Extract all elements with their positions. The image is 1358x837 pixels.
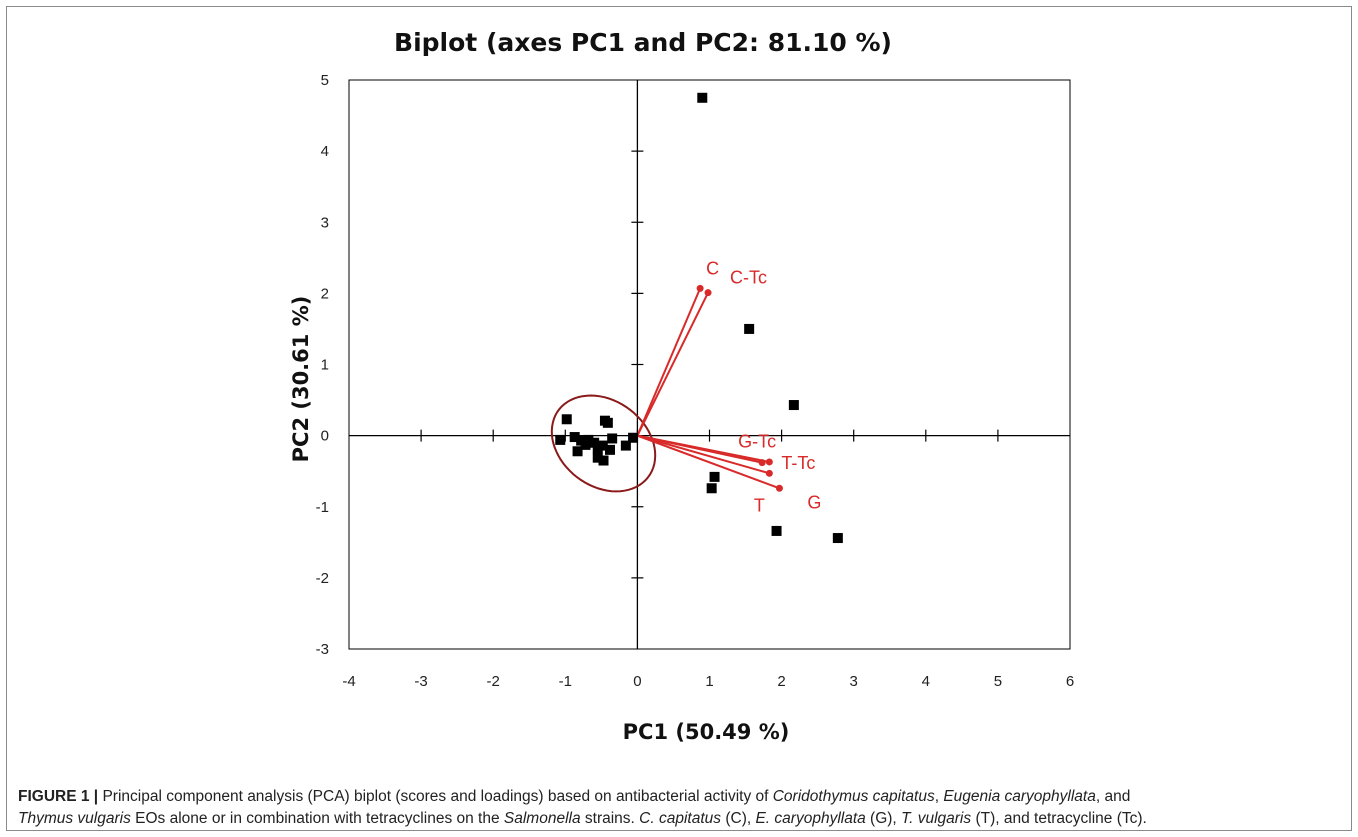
score-point bbox=[592, 452, 603, 463]
caption-text: , bbox=[934, 788, 944, 805]
x-tick-label: 0 bbox=[633, 673, 641, 690]
y-tick-label: 4 bbox=[321, 143, 329, 160]
score-point bbox=[628, 432, 639, 443]
plot-area-border bbox=[348, 79, 1071, 650]
scores-layer bbox=[555, 92, 843, 544]
y-tick-label: 2 bbox=[321, 285, 329, 302]
score-point bbox=[605, 444, 616, 455]
score-point bbox=[602, 417, 613, 428]
loading-vector bbox=[637, 434, 770, 475]
axes-layer: -4 -3 -2 -1 0 1 2 3 4 5 6 -3 -2 -1 0 1 2 3 4 5 bbox=[316, 72, 1075, 690]
score-point bbox=[598, 455, 609, 466]
score-point bbox=[832, 533, 843, 544]
y-tick-label: -3 bbox=[316, 641, 329, 658]
score-point bbox=[561, 414, 572, 425]
y-tick-label: 5 bbox=[321, 72, 329, 89]
confidence-ellipse bbox=[550, 394, 657, 493]
ellipse-layer bbox=[550, 394, 657, 493]
caption-abbr: T. vulgaris bbox=[901, 810, 972, 827]
loading-vector bbox=[637, 434, 780, 490]
score-point bbox=[620, 440, 631, 451]
caption-text: Principal component analysis (PCA) biplo… bbox=[98, 788, 773, 805]
score-point bbox=[706, 483, 717, 494]
loading-vector bbox=[637, 434, 770, 463]
x-tick-label: 4 bbox=[922, 673, 930, 690]
figure-frame bbox=[6, 6, 1352, 831]
score-point bbox=[572, 446, 583, 457]
loadings-layer: C C-Tc G-TcT-Tc T G bbox=[636, 258, 821, 515]
caption-text: (G), bbox=[865, 810, 902, 827]
loading-endpoint bbox=[704, 289, 712, 297]
caption-genus: Salmonella bbox=[503, 810, 581, 827]
y-tick-label: -2 bbox=[316, 570, 329, 587]
loading-label: C-Tc bbox=[730, 268, 767, 288]
x-tick-label: 6 bbox=[1066, 673, 1074, 690]
y-tick-label: 1 bbox=[321, 357, 329, 374]
loading-label: T-Tc bbox=[781, 453, 815, 473]
loading-label: G bbox=[807, 492, 821, 512]
x-tick-label: 2 bbox=[777, 673, 785, 690]
loading-endpoint bbox=[765, 458, 773, 466]
caption-species: Eugenia caryophyllata bbox=[943, 788, 1096, 805]
score-point bbox=[709, 471, 720, 482]
loading-endpoint bbox=[775, 484, 783, 492]
score-point bbox=[569, 432, 580, 443]
x-tick-label: -4 bbox=[342, 673, 355, 690]
score-point bbox=[771, 525, 782, 536]
loading-label: T bbox=[754, 495, 765, 515]
x-tick-label: -1 bbox=[559, 673, 572, 690]
loading-label: C bbox=[706, 258, 719, 278]
x-tick-label: -2 bbox=[487, 673, 500, 690]
score-point bbox=[589, 437, 600, 448]
caption-text: strains. bbox=[580, 810, 640, 827]
x-tick-label: 1 bbox=[705, 673, 713, 690]
score-point bbox=[555, 434, 566, 445]
caption-text: (C), bbox=[721, 810, 756, 827]
score-point bbox=[607, 433, 618, 444]
loading-endpoint bbox=[765, 469, 773, 477]
loading-vector bbox=[636, 292, 709, 437]
y-tick-label: 0 bbox=[321, 428, 329, 445]
caption-text: EOs alone or in combination with tetracy… bbox=[130, 810, 504, 827]
score-point bbox=[580, 439, 591, 450]
loading-endpoint bbox=[696, 284, 704, 292]
figure-caption: FIGURE 1 | Principal component analysis … bbox=[18, 786, 1348, 830]
score-point bbox=[788, 400, 799, 411]
y-axis-label: PC2 (30.61 %) bbox=[289, 295, 313, 463]
x-tick-label: 3 bbox=[850, 673, 858, 690]
caption-abbr: C. capitatus bbox=[639, 810, 722, 827]
caption-figure-label: FIGURE 1 | bbox=[18, 788, 99, 805]
caption-text: (T), and tetracycline (Tc). bbox=[971, 810, 1147, 827]
loading-vector bbox=[636, 288, 702, 437]
x-tick-label: -3 bbox=[414, 673, 427, 690]
caption-abbr: E. caryophyllata bbox=[755, 810, 866, 827]
score-point bbox=[697, 92, 708, 103]
x-tick-label: 5 bbox=[994, 673, 1002, 690]
caption-text: , and bbox=[1095, 788, 1131, 805]
caption-species: Thymus vulgaris bbox=[18, 810, 131, 827]
score-point bbox=[744, 323, 755, 334]
loading-label: G-Tc bbox=[738, 432, 776, 452]
y-tick-label: 3 bbox=[321, 214, 329, 231]
caption-species: Coridothymus capitatus bbox=[772, 788, 935, 805]
x-axis-label: PC1 (50.49 %) bbox=[622, 720, 790, 744]
score-point bbox=[597, 440, 608, 451]
chart-title: Biplot (axes PC1 and PC2: 81.10 %) bbox=[394, 28, 892, 57]
y-tick-label: -1 bbox=[316, 499, 329, 516]
score-point bbox=[592, 443, 603, 454]
